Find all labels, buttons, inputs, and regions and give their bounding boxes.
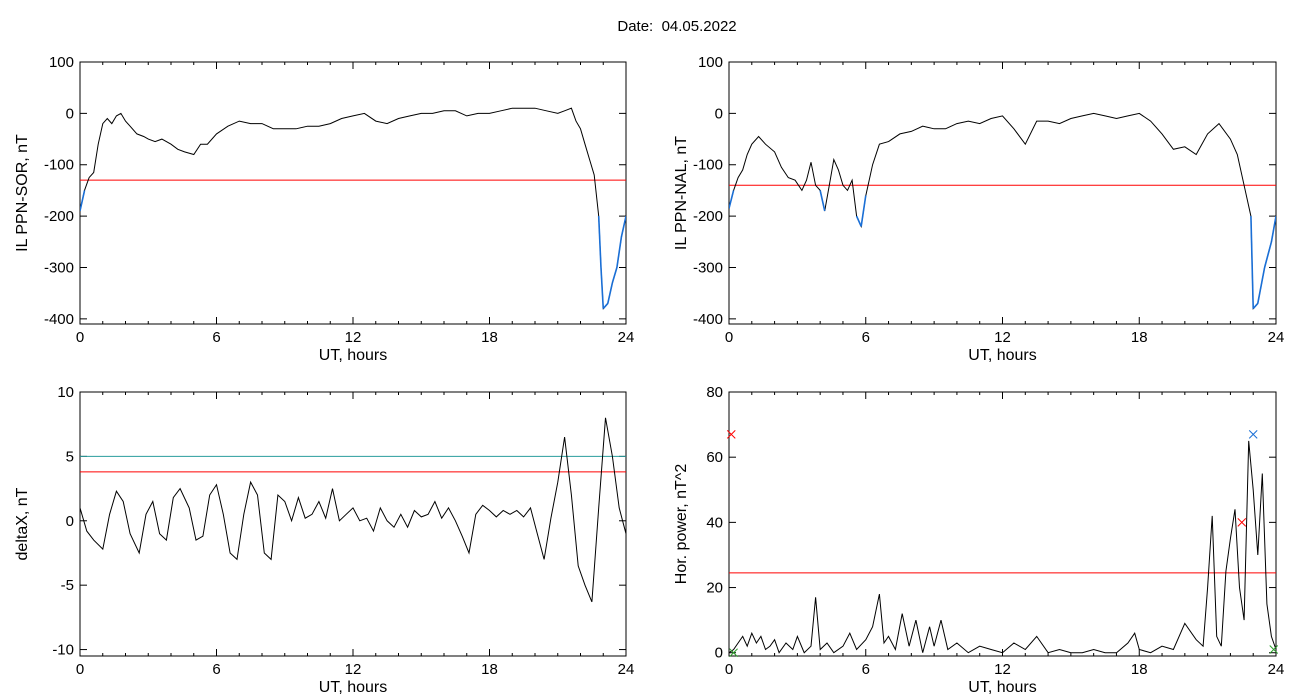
panel-deltax: 0 6 12 18 24 10 5 0 -5 -10 UT, hours deltaX, nT <box>14 384 634 696</box>
date-label: Date: <box>617 18 654 35</box>
y-axis-label: IL PPN-SOR, nT <box>14 134 31 252</box>
series-line <box>80 107 626 310</box>
highlight-segment <box>855 215 862 227</box>
highlight-segment <box>1250 216 1255 309</box>
highlight-segment <box>1252 302 1259 310</box>
date-value: 04.05.2022 <box>661 18 737 35</box>
page-title: Date: 04.05.2022 <box>0 18 1300 35</box>
x-axis-label: UT, hours <box>319 347 387 364</box>
marker-x <box>1237 518 1247 527</box>
y-tick-label: 0 <box>66 105 74 122</box>
x-tick-label: 6 <box>862 661 870 678</box>
x-tick-label: 18 <box>1131 661 1148 678</box>
highlight-segment <box>819 190 826 212</box>
highlight-segment <box>80 190 86 212</box>
highlight-segment <box>611 267 618 284</box>
x-axis-label: UT, hours <box>319 679 387 696</box>
y-tick-label: -400 <box>44 311 74 328</box>
x-tick-label: 18 <box>1131 329 1148 346</box>
marker-x <box>1248 430 1258 439</box>
highlight-segment <box>607 282 614 304</box>
y-tick-label: 80 <box>706 384 723 401</box>
y-tick-label: -5 <box>61 577 74 594</box>
highlight-segment <box>597 216 602 268</box>
y-tick-label: -300 <box>693 259 723 276</box>
series-line <box>80 417 626 603</box>
x-tick-label: 0 <box>725 661 733 678</box>
x-tick-label: 24 <box>1268 329 1285 346</box>
highlight-segment <box>729 190 735 209</box>
highlight-segment <box>1263 241 1273 268</box>
panel-power: 0 6 12 18 24 80 60 40 20 0 UT, hours Hor. power, nT… <box>673 384 1284 696</box>
highlight-segment <box>860 195 867 227</box>
y-tick-label: -200 <box>44 208 74 225</box>
series-line <box>729 440 1276 654</box>
y-tick-label: 0 <box>715 645 723 662</box>
x-tick-label: 18 <box>481 329 498 346</box>
marker-x <box>726 430 736 439</box>
y-tick-label: -400 <box>693 311 723 328</box>
panel-nal: 0 6 12 18 24 100 0 -100 -200 -300 -400 UT, hours IL … <box>673 54 1284 364</box>
marker-x <box>729 648 738 658</box>
highlight-segment <box>616 236 623 268</box>
y-tick-label: 0 <box>66 513 74 530</box>
x-tick-label: 6 <box>212 661 220 678</box>
plot-frame <box>728 391 1277 657</box>
plot-frame <box>728 61 1277 325</box>
y-tick-label: 5 <box>66 448 74 465</box>
y-axis-label: deltaX, nT <box>14 487 31 560</box>
y-tick-label: -300 <box>44 259 74 276</box>
x-tick-label: 24 <box>1268 661 1285 678</box>
x-tick-label: 0 <box>76 329 84 346</box>
x-axis-label: UT, hours <box>968 679 1036 696</box>
x-tick-label: 0 <box>76 661 84 678</box>
y-tick-label: -10 <box>52 642 74 659</box>
y-axis-label: IL PPN-NAL, nT <box>673 136 690 250</box>
x-tick-label: 12 <box>994 329 1011 346</box>
panel-sor: 0 6 12 18 24 100 0 -100 -200 -300 -400 UT, hours IL … <box>14 54 634 364</box>
highlight-segment <box>1256 267 1266 304</box>
highlight-segment <box>620 215 626 237</box>
plot-frame <box>79 61 627 325</box>
y-tick-label: -100 <box>693 157 723 174</box>
x-axis-label: UT, hours <box>968 347 1036 364</box>
x-tick-label: 12 <box>345 661 362 678</box>
plot-frame <box>79 391 627 657</box>
x-tick-label: 0 <box>725 329 733 346</box>
y-axis-label: Hor. power, nT^2 <box>673 464 690 585</box>
x-tick-label: 18 <box>481 661 498 678</box>
marker-x <box>1269 645 1279 654</box>
highlight-segment <box>1270 215 1276 242</box>
x-tick-label: 12 <box>345 329 362 346</box>
y-tick-label: 100 <box>698 54 723 71</box>
x-tick-label: 12 <box>994 661 1011 678</box>
y-tick-label: 40 <box>706 514 723 531</box>
x-tick-label: 6 <box>212 329 220 346</box>
highlight-segment <box>602 302 609 310</box>
y-tick-label: -200 <box>693 208 723 225</box>
x-tick-label: 24 <box>618 329 635 346</box>
y-tick-label: 10 <box>57 384 74 401</box>
highlight-segment <box>600 267 605 309</box>
y-tick-label: 100 <box>49 54 74 71</box>
y-tick-label: 20 <box>706 580 723 597</box>
y-tick-label: 0 <box>715 105 723 122</box>
y-tick-label: 60 <box>706 449 723 466</box>
x-tick-label: 24 <box>618 661 635 678</box>
y-tick-label: -100 <box>44 157 74 174</box>
x-tick-label: 6 <box>862 329 870 346</box>
series-line <box>729 112 1276 310</box>
